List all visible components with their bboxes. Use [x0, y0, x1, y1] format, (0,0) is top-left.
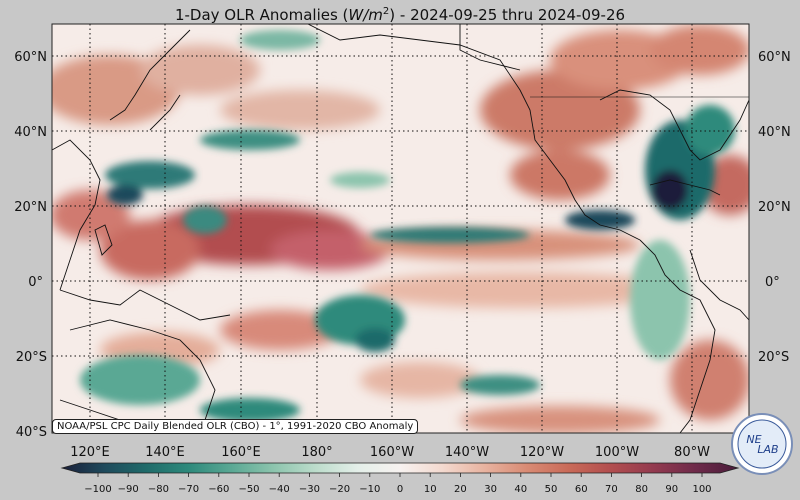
colorbar: −100 −90 −80 −70 −60 −50 −40 −30 −20 −10 0 10 20 30 40… — [60, 462, 740, 495]
title-unit-exponent: 2 — [382, 6, 390, 17]
colorbar-tick-label: −50 — [238, 484, 259, 495]
colorbar-tick-label: 30 — [484, 484, 497, 495]
lon-label: 100°W — [595, 445, 639, 460]
lon-labels: 120°E 140°E 160°E 180° 160°W 140°W 120°W… — [70, 445, 710, 460]
colorbar-tick-label: 50 — [545, 484, 558, 495]
colorbar-tick-label: −30 — [299, 484, 320, 495]
colorbar-tick-label: −20 — [329, 484, 350, 495]
logo-text-top: NE — [746, 433, 761, 446]
colorbar-tick-label: 70 — [605, 484, 618, 495]
lon-label: 120°E — [70, 445, 110, 460]
source-note: NOAA/PSL CPC Daily Blended OLR (CBO) - 1… — [52, 419, 419, 434]
title-suffix: ) - 2024-09-25 thru 2024-09-26 — [389, 6, 626, 24]
lat-label: 20°N — [14, 200, 47, 215]
lat-label: 20°S — [758, 350, 789, 365]
colorbar-tick-label: 80 — [635, 484, 648, 495]
lon-label: 140°W — [445, 445, 489, 460]
colorbar-tick-label: 10 — [424, 484, 437, 495]
lon-label: 180° — [301, 445, 332, 460]
lat-labels-right: 60°N 40°N 20°N 0° 20°S — [758, 50, 791, 365]
colorbar-tick-label: 90 — [665, 484, 678, 495]
lat-label: 20°N — [758, 200, 791, 215]
colorbar-tick-label: −10 — [359, 484, 380, 495]
colorbar-tick-label: −60 — [208, 484, 229, 495]
colorbar-tick-label: −40 — [269, 484, 290, 495]
colorbar-tick-label: 40 — [514, 484, 527, 495]
lat-label: 40°S — [16, 425, 47, 440]
coastlines — [52, 24, 749, 433]
negative-anomaly-regions — [80, 30, 735, 422]
colorbar-tick-label: −80 — [148, 484, 169, 495]
lat-labels-left: 60°N 40°N 20°N 0° 20°S 40°S — [14, 50, 47, 440]
logo-text-bottom: LAB — [757, 443, 778, 456]
colorbar-tick-label: −90 — [118, 484, 139, 495]
lon-label: 120°W — [520, 445, 564, 460]
title-prefix: 1-Day OLR Anomalies ( — [174, 6, 349, 24]
lon-label: 80°W — [674, 445, 710, 460]
map-panel — [52, 24, 749, 433]
colorbar-tick-label: 60 — [575, 484, 588, 495]
lat-label: 40°N — [758, 125, 791, 140]
colorbar-bar — [60, 462, 740, 474]
colorbar-tick-label: 0 — [397, 484, 403, 495]
lat-label: 60°N — [14, 50, 47, 65]
colorbar-tick-label: −100 — [84, 484, 111, 495]
map-title: 1-Day OLR Anomalies (W/m2) - 2024-09-25 … — [0, 0, 800, 24]
noaa-esrl-logo: NE LAB — [731, 413, 793, 475]
colorbar-ticks: −100 −90 −80 −70 −60 −50 −40 −30 −20 −10 0 10 20 30 40… — [84, 473, 712, 495]
title-unit: W/m — [348, 6, 383, 24]
lat-label: 60°N — [758, 50, 791, 65]
colorbar-tick-label: 100 — [692, 484, 711, 495]
graticule — [52, 24, 749, 433]
lat-label: 0° — [28, 275, 43, 290]
colorbar-tick-label: −70 — [178, 484, 199, 495]
colorbar-tick-label: 20 — [454, 484, 467, 495]
lat-label: 20°S — [16, 350, 47, 365]
lat-label: 40°N — [14, 125, 47, 140]
lon-label: 160°W — [370, 445, 414, 460]
lon-label: 140°E — [145, 445, 185, 460]
lat-label: 0° — [765, 275, 780, 290]
lon-label: 160°E — [221, 445, 261, 460]
